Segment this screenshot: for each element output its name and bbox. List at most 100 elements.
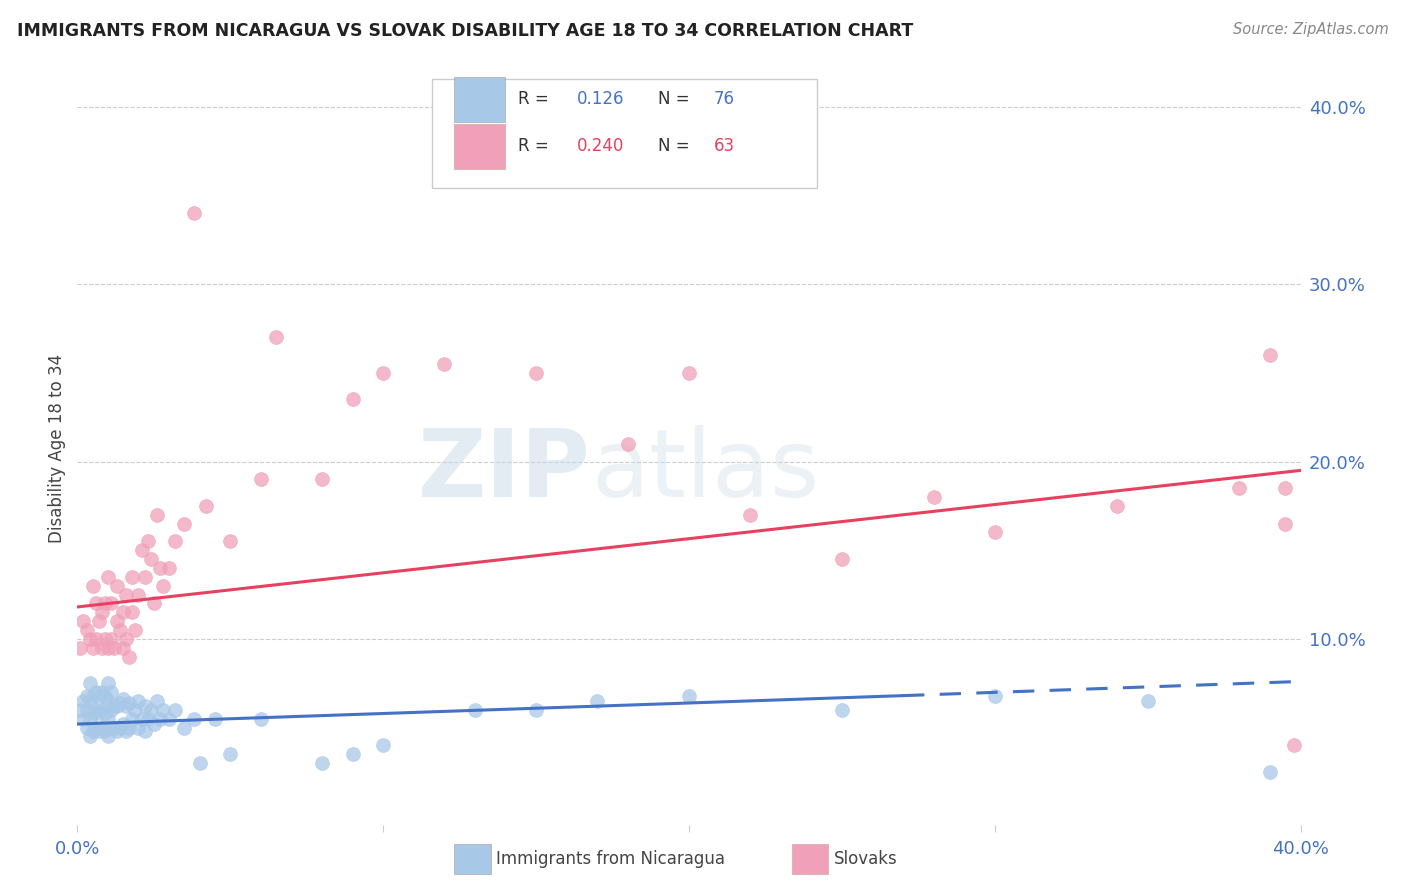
Text: 63: 63	[713, 137, 734, 155]
Point	[94, 706, 117, 721]
Text: Slovaks: Slovaks	[834, 850, 897, 868]
Point	[76, 703, 98, 717]
FancyBboxPatch shape	[432, 78, 817, 188]
Point	[69, 640, 91, 655]
Point	[100, 685, 122, 699]
Point	[1136, 694, 1159, 708]
Point	[84, 685, 107, 699]
Point	[115, 699, 138, 714]
Point	[194, 499, 217, 513]
Point	[311, 472, 333, 486]
Point	[149, 561, 172, 575]
Point	[90, 721, 112, 735]
Point	[124, 703, 146, 717]
Point	[183, 712, 205, 726]
Point	[100, 721, 122, 735]
Point	[87, 724, 110, 739]
Point	[139, 703, 162, 717]
Point	[922, 490, 945, 504]
Point	[127, 721, 149, 735]
Point	[183, 206, 205, 220]
Text: atlas: atlas	[591, 425, 820, 516]
Point	[90, 685, 112, 699]
Text: N =: N =	[658, 90, 690, 108]
Point	[115, 724, 138, 739]
Point	[108, 623, 131, 637]
Text: 76: 76	[713, 90, 734, 108]
Point	[112, 605, 135, 619]
Point	[433, 357, 456, 371]
Point	[134, 724, 156, 739]
Point	[149, 712, 172, 726]
Point	[84, 632, 107, 646]
Point	[97, 712, 120, 726]
Point	[127, 694, 149, 708]
Point	[831, 552, 853, 566]
FancyBboxPatch shape	[454, 78, 506, 122]
Point	[134, 699, 156, 714]
Point	[118, 696, 141, 710]
Point	[103, 699, 125, 714]
Point	[82, 689, 104, 703]
Text: Source: ZipAtlas.com: Source: ZipAtlas.com	[1233, 22, 1389, 37]
Point	[100, 632, 122, 646]
Point	[142, 717, 165, 731]
Y-axis label: Disability Age 18 to 34: Disability Age 18 to 34	[48, 353, 66, 543]
Point	[146, 694, 169, 708]
Text: R =: R =	[517, 137, 548, 155]
Point	[157, 561, 180, 575]
Point	[984, 525, 1007, 540]
Point	[146, 508, 169, 522]
Point	[617, 437, 640, 451]
Point	[1229, 481, 1251, 495]
Point	[250, 712, 273, 726]
Point	[586, 694, 609, 708]
Point	[108, 696, 131, 710]
Point	[94, 596, 117, 610]
Point	[72, 694, 94, 708]
Point	[136, 534, 159, 549]
Point	[165, 534, 187, 549]
Point	[118, 649, 141, 664]
Point	[112, 692, 135, 706]
FancyBboxPatch shape	[454, 125, 506, 169]
Point	[87, 689, 110, 703]
Point	[264, 330, 287, 344]
Point	[82, 579, 104, 593]
Point	[76, 623, 98, 637]
Point	[152, 579, 174, 593]
Point	[131, 543, 153, 558]
Point	[97, 676, 120, 690]
Point	[678, 689, 700, 703]
Point	[831, 703, 853, 717]
Point	[94, 724, 117, 739]
Point	[165, 703, 187, 717]
Point	[127, 588, 149, 602]
Text: 0.126: 0.126	[576, 90, 624, 108]
Point	[1274, 516, 1296, 531]
Point	[157, 712, 180, 726]
Point	[134, 570, 156, 584]
Point	[371, 739, 394, 753]
Point	[105, 724, 128, 739]
Point	[69, 703, 91, 717]
Point	[84, 721, 107, 735]
Point	[524, 703, 547, 717]
Point	[188, 756, 211, 770]
Point	[79, 712, 101, 726]
Point	[76, 689, 98, 703]
Point	[79, 632, 101, 646]
Point	[103, 721, 125, 735]
Point	[139, 552, 162, 566]
Point	[115, 632, 138, 646]
Point	[97, 694, 120, 708]
Point	[131, 712, 153, 726]
Text: ZIP: ZIP	[418, 425, 591, 516]
Point	[82, 706, 104, 721]
Point	[72, 614, 94, 628]
Point	[124, 623, 146, 637]
Point	[79, 694, 101, 708]
Point	[105, 579, 128, 593]
Point	[87, 706, 110, 721]
Point	[1258, 348, 1281, 362]
